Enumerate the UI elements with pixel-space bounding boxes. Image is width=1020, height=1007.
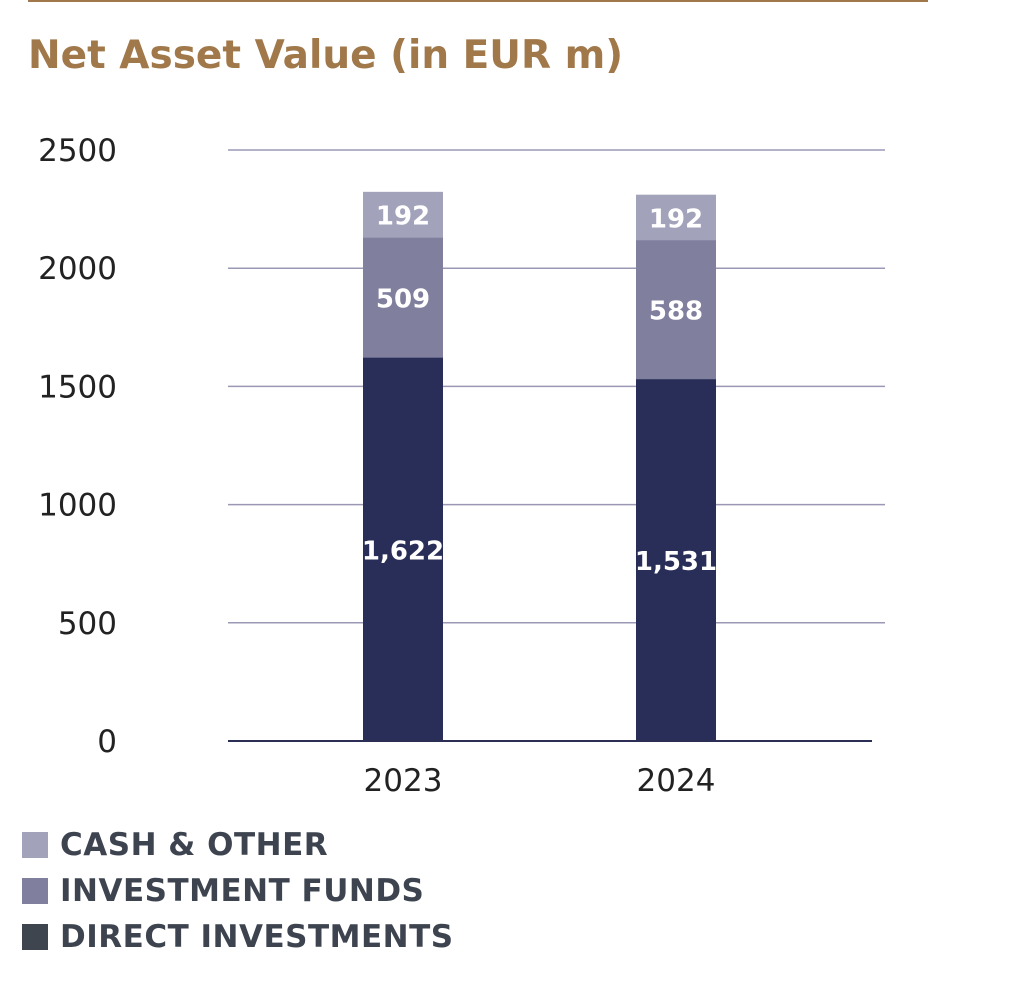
bar-investment-funds-2023 <box>363 237 443 358</box>
bar-direct-investments-2023 <box>363 357 443 741</box>
labels: 0 500 1000 1500 2000 2500 1,622 509 192 2023 1,531… <box>38 133 717 799</box>
data-label: 1,531 <box>635 547 717 577</box>
bars <box>363 191 716 741</box>
y-tick-label: 1500 <box>38 369 117 405</box>
x-category-label: 2023 <box>364 763 443 799</box>
data-label: 192 <box>649 204 703 234</box>
legend: CASH & OTHER INVESTMENT FUNDS DIRECT INVES… <box>22 822 454 960</box>
data-label: 509 <box>376 284 430 314</box>
y-tick-label: 500 <box>58 606 117 642</box>
y-tick-label: 2000 <box>38 251 117 287</box>
y-tick-label: 0 <box>97 724 117 760</box>
bar-investment-funds-2024 <box>636 240 716 380</box>
legend-swatch <box>22 878 48 904</box>
bar-cash-other-2024 <box>636 194 716 241</box>
legend-swatch <box>22 832 48 858</box>
bar-direct-investments-2024 <box>636 379 716 741</box>
legend-label: DIRECT INVESTMENTS <box>60 919 454 955</box>
bar-cash-other-2023 <box>363 191 443 238</box>
data-label: 192 <box>376 202 430 232</box>
grid-lines <box>228 149 885 624</box>
chart-title: Net Asset Value (in EUR m) <box>28 33 624 78</box>
legend-swatch <box>22 924 48 950</box>
legend-item: CASH & OTHER <box>22 822 454 868</box>
y-tick-label: 1000 <box>38 488 117 524</box>
legend-item: DIRECT INVESTMENTS <box>22 914 454 960</box>
legend-label: INVESTMENT FUNDS <box>60 873 425 909</box>
legend-item: INVESTMENT FUNDS <box>22 868 454 914</box>
top-rule <box>28 0 928 2</box>
x-category-label: 2024 <box>637 763 716 799</box>
y-tick-label: 2500 <box>38 133 117 169</box>
data-label: 1,622 <box>362 536 444 566</box>
chart-plot: 0 500 1000 1500 2000 2500 1,622 509 192 2023 1,531… <box>38 133 885 799</box>
legend-label: CASH & OTHER <box>60 827 329 863</box>
data-label: 588 <box>649 297 703 327</box>
